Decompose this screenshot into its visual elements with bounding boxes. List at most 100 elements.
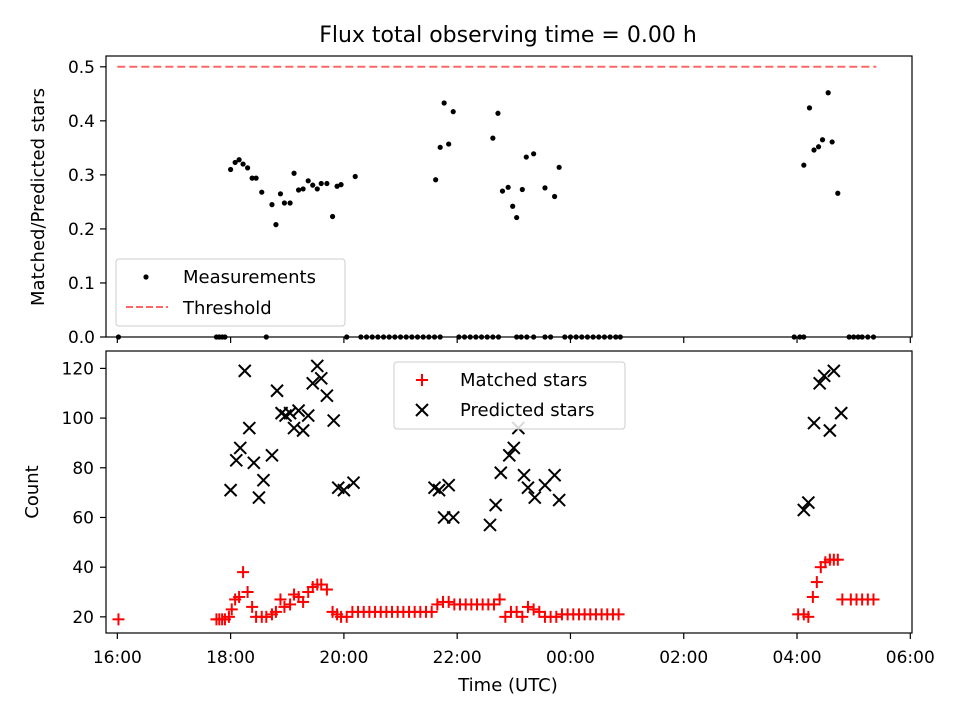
matched-star-point <box>246 600 259 613</box>
predicted-star-point <box>507 441 521 455</box>
predicted-star-point <box>238 364 252 378</box>
matched-star-point <box>493 593 506 606</box>
top-legend-box <box>115 258 346 327</box>
predicted-star-point <box>817 369 831 383</box>
predicted-star-point <box>797 503 811 517</box>
matched-star-point <box>425 605 438 618</box>
predicted-star-point <box>528 490 542 505</box>
bottom-panel: Count Time (UTC) 20 40 60 80 100 120 16:00 18:0… <box>22 350 935 696</box>
bottom-legend: Matched stars Predicted stars <box>393 361 626 430</box>
top-panel: Flux total observing time = 0.00 h Match… <box>28 23 913 348</box>
bottom-y-tick-label: 80 <box>72 459 94 479</box>
measurement-point <box>314 186 320 192</box>
matched-star-point <box>269 605 282 618</box>
predicted-star-point <box>256 473 271 487</box>
predicted-star-point <box>314 371 328 386</box>
predicted-star-point <box>337 483 351 497</box>
predicted-star-point <box>346 475 361 490</box>
measurement-point <box>259 189 265 195</box>
measurement-point <box>531 151 537 157</box>
top-y-tick-label: 0.5 <box>68 58 95 78</box>
matched-star-point <box>810 576 823 589</box>
measurement-point <box>835 190 841 196</box>
measurement-point <box>281 200 288 206</box>
top-plot-frame <box>105 55 913 338</box>
predicted-star-point <box>801 495 816 510</box>
matched-star-point <box>527 603 540 616</box>
x-tick-label: 16:00 <box>93 648 142 668</box>
measurement-point <box>825 90 831 96</box>
matched-star-point <box>237 566 250 579</box>
bottom-legend-box <box>393 361 626 430</box>
measurement-point <box>510 203 516 209</box>
predicted-star-point <box>483 518 497 532</box>
measurement-point <box>551 193 558 200</box>
measurement-point <box>324 180 330 187</box>
predicted-star-point <box>229 453 243 468</box>
bottom-y-tick-label: 60 <box>72 508 94 528</box>
predicted-star-point <box>306 376 320 391</box>
measurement-point <box>819 137 826 143</box>
legend-measurements-marker <box>143 274 149 280</box>
matched-star-point <box>274 593 287 606</box>
predicted-star-point <box>552 493 566 507</box>
measurement-point <box>253 175 259 181</box>
measurement-point <box>523 154 529 160</box>
measurement-point <box>318 180 324 187</box>
predicted-star-point <box>320 389 334 403</box>
matched-star-point <box>516 610 529 623</box>
legend-predicted-marker <box>415 403 429 417</box>
predicted-star-point <box>283 406 297 420</box>
matched-star-point <box>431 598 444 611</box>
measurement-point <box>542 185 548 191</box>
predicted-star-point <box>494 466 508 480</box>
measurement-point <box>490 135 496 141</box>
measurement-point <box>811 147 817 153</box>
matched-star-point <box>241 586 254 599</box>
predicted-star-point <box>827 364 841 378</box>
top-y-axis-label: Matched/Predicted stars <box>28 88 49 306</box>
matched-star-point <box>278 600 291 613</box>
predicted-star-point <box>270 384 284 398</box>
predicted-star-point <box>517 468 531 482</box>
measurement-point <box>505 184 511 190</box>
measurement-point <box>437 144 443 150</box>
measurement-point <box>329 213 336 220</box>
measurement-point <box>433 177 439 183</box>
measurement-point <box>352 173 358 180</box>
bottom-y-tick-label: 120 <box>62 359 94 379</box>
measurement-point <box>249 175 255 181</box>
measurement-point <box>556 164 562 170</box>
top-axis-ticks: 0.0 0.1 0.2 0.3 0.4 0.5 <box>68 58 911 348</box>
matched-star-point <box>442 595 455 608</box>
measurement-point <box>806 105 813 111</box>
x-axis-label: Time (UTC) <box>457 675 558 696</box>
predicted-star-point <box>310 359 324 373</box>
top-legend: Measurements Threshold <box>115 258 346 327</box>
predicted-star-point <box>301 408 315 423</box>
predicted-star-point <box>252 490 266 505</box>
measurement-point <box>338 182 344 188</box>
measurement-point <box>305 178 311 184</box>
predicted-star-point <box>441 478 456 492</box>
bottom-plot-frame <box>105 350 913 634</box>
measurement-point <box>514 214 520 221</box>
matched-star-point <box>521 600 534 613</box>
predicted-star-point <box>446 510 460 525</box>
predicted-star-point <box>296 423 310 438</box>
bottom-y-axis-label: Count <box>22 465 43 518</box>
predicted-star-point <box>502 448 516 463</box>
legend-measurements-label: Measurements <box>183 267 316 288</box>
bottom-y-tick-label: 100 <box>62 409 94 429</box>
matched-star-point <box>320 583 333 596</box>
measurement-point <box>495 110 501 116</box>
bottom-plot-marks <box>112 359 880 626</box>
predicted-star-point <box>265 448 279 463</box>
legend-predicted-label: Predicted stars <box>460 400 594 421</box>
measurement-point <box>277 191 284 197</box>
matched-star-point <box>806 590 819 603</box>
top-y-tick-label: 0.0 <box>68 328 95 348</box>
predicted-star-point <box>233 441 247 455</box>
measurement-point <box>441 100 447 106</box>
predicted-star-point <box>834 406 848 420</box>
